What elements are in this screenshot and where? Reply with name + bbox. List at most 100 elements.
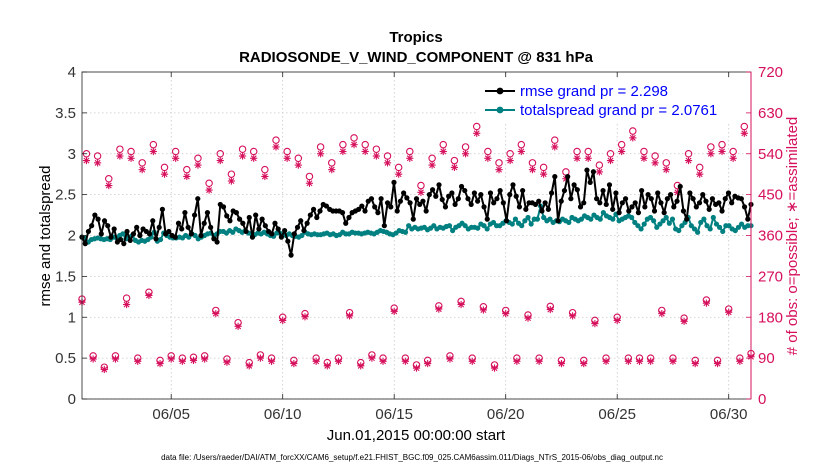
rmse-point bbox=[198, 232, 204, 239]
obs-assimilated-point bbox=[238, 152, 247, 160]
obs-assimilated-point bbox=[383, 159, 392, 167]
obs-possible-point bbox=[305, 172, 314, 181]
rmse-point bbox=[204, 210, 211, 216]
rmse-point bbox=[175, 220, 182, 226]
rmse-point bbox=[127, 237, 133, 244]
rmse-point bbox=[600, 187, 606, 194]
obs-possible-point bbox=[584, 147, 592, 156]
y2-tick-label-2: 180 bbox=[758, 309, 783, 326]
rmse-point bbox=[356, 206, 362, 212]
obs-assimilated-point bbox=[684, 156, 693, 165]
rmse-point bbox=[661, 210, 667, 216]
obs-assimilated-point bbox=[457, 300, 465, 309]
footnote: data file: /Users/raeder/DAI/ATM_forcXX/… bbox=[161, 453, 663, 462]
spread-point bbox=[299, 232, 305, 239]
rmse-point bbox=[404, 195, 410, 201]
spread-point bbox=[610, 216, 616, 222]
spread-point bbox=[679, 223, 685, 229]
rmse-point bbox=[706, 206, 712, 212]
rmse-point bbox=[745, 216, 751, 222]
rmse-point bbox=[478, 192, 484, 198]
obs-possible-point bbox=[517, 140, 526, 149]
spread-point bbox=[512, 216, 519, 222]
obs-assimilated-point bbox=[201, 355, 209, 363]
obs-assimilated-point bbox=[178, 357, 186, 365]
rmse-point bbox=[684, 216, 690, 222]
spread-point bbox=[566, 219, 572, 226]
rmse-point bbox=[195, 196, 201, 202]
rmse-point bbox=[346, 214, 352, 221]
legend-spread-marker bbox=[496, 106, 504, 114]
obs-assimilated-point bbox=[350, 141, 358, 149]
spread-point bbox=[230, 229, 236, 235]
obs-assimilated-point bbox=[640, 154, 648, 162]
legend-box bbox=[478, 78, 746, 122]
obs-assimilated-point bbox=[212, 310, 220, 318]
rmse-point bbox=[729, 200, 735, 206]
rmse-point bbox=[475, 198, 481, 204]
rmse-point bbox=[452, 201, 458, 208]
rmse-point bbox=[111, 226, 117, 232]
legend: rmse grand pr = 2.298 totalspread grand … bbox=[478, 78, 746, 122]
obs-possible-point bbox=[417, 181, 425, 190]
obs-assimilated-point bbox=[618, 147, 626, 156]
spread-point bbox=[707, 226, 713, 232]
rmse-point bbox=[211, 236, 217, 242]
obs-assimilated-point bbox=[82, 156, 91, 165]
obs-assimilated-point bbox=[535, 357, 543, 365]
rmse-point bbox=[375, 210, 381, 216]
obs-assimilated-point bbox=[736, 357, 744, 365]
rmse-point bbox=[146, 231, 153, 237]
obs-possible-point bbox=[539, 163, 548, 172]
obs-possible-point bbox=[506, 150, 514, 158]
obs-possible-point bbox=[461, 143, 470, 151]
obs-assimilated-point bbox=[250, 154, 258, 162]
spread-point bbox=[698, 219, 704, 226]
rmse-point bbox=[179, 226, 185, 232]
axes: 06/05 06/10 06/15 06/20 06/25 06/30 0 0.5 1 1.5 2 2… bbox=[55, 64, 783, 423]
obs-possible-point bbox=[651, 152, 659, 160]
rmse-point bbox=[208, 224, 214, 230]
legend-rmse-marker bbox=[496, 87, 504, 95]
obs-assimilated-point bbox=[283, 154, 291, 162]
obs-possible-point bbox=[149, 140, 158, 149]
obs-assimilated-point bbox=[691, 359, 699, 368]
obs-assimilated-point bbox=[502, 310, 510, 318]
obs-assimilated-point bbox=[540, 170, 548, 178]
rmse-point bbox=[262, 223, 268, 229]
rmse-point bbox=[619, 200, 625, 206]
y-tick-label-0: 0 bbox=[68, 391, 76, 408]
rmse-point bbox=[458, 183, 465, 190]
rmse-point bbox=[130, 231, 137, 237]
rmse-point bbox=[384, 200, 391, 206]
obs-possible-point bbox=[361, 140, 369, 149]
rmse-point bbox=[561, 187, 568, 194]
spread-point bbox=[701, 216, 707, 222]
obs-assimilated-point bbox=[145, 291, 153, 300]
obs-assimilated-point bbox=[290, 359, 298, 368]
rmse-point bbox=[426, 192, 432, 198]
rmse-point bbox=[397, 198, 404, 204]
rmse-point bbox=[513, 193, 519, 199]
obs-possible-point bbox=[171, 147, 180, 156]
obs-assimilated-point bbox=[513, 357, 521, 365]
rmse-point bbox=[191, 212, 198, 218]
spread-point bbox=[691, 226, 698, 232]
spread-point bbox=[462, 223, 468, 229]
obs-possible-point bbox=[695, 163, 704, 172]
rmse-point bbox=[558, 198, 564, 204]
rmse-point bbox=[291, 231, 297, 237]
spread-point bbox=[490, 219, 497, 226]
rmse-point bbox=[725, 190, 732, 196]
rmse-point bbox=[240, 220, 246, 226]
obs-assimilated-point bbox=[346, 312, 354, 320]
rmse-point bbox=[185, 224, 191, 230]
obs-assimilated-point bbox=[635, 357, 644, 365]
obs-possible-point bbox=[93, 152, 102, 160]
rmse-point bbox=[500, 200, 506, 206]
rmse-point bbox=[629, 204, 635, 210]
obs-assimilated-point bbox=[729, 154, 737, 162]
rmse-point bbox=[182, 210, 188, 216]
rmse-point bbox=[381, 223, 387, 229]
